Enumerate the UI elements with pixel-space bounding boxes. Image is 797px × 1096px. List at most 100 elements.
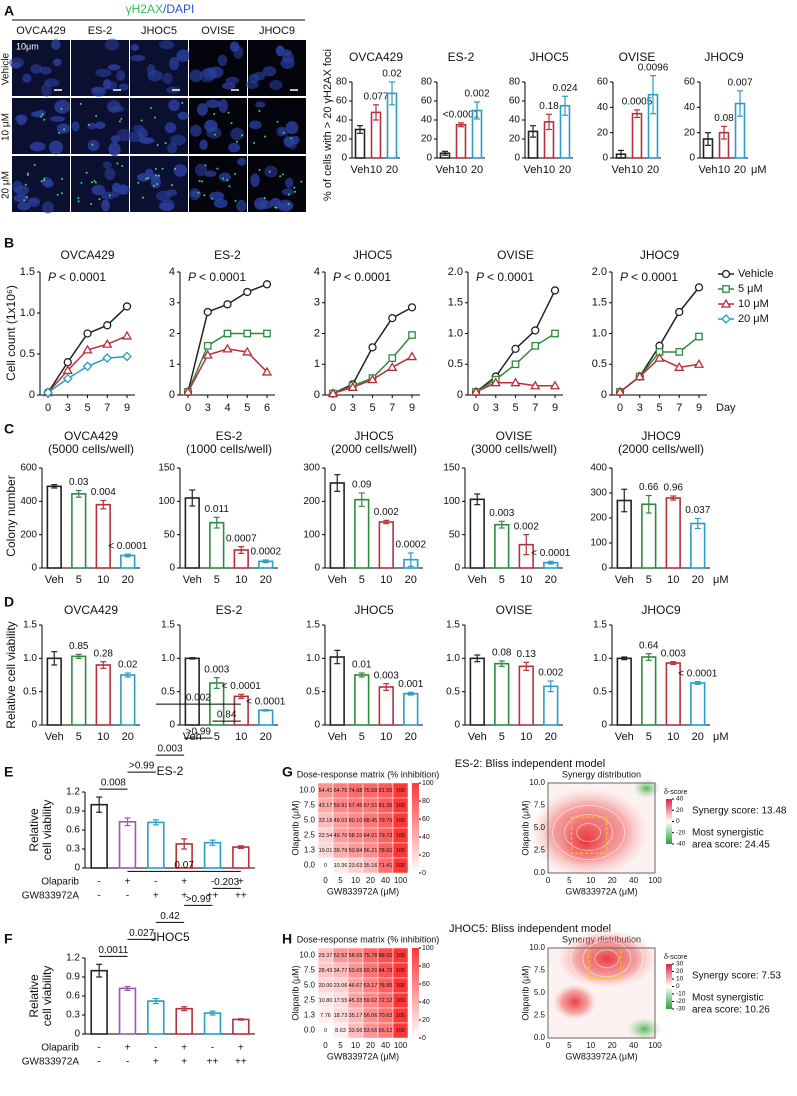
bracket-label: 0.002: [186, 693, 211, 704]
y-tick-label: 0.0: [534, 1033, 546, 1042]
x-tick-label: 5: [567, 876, 572, 885]
error-bar: [238, 546, 245, 554]
y-tick-label: 2: [169, 327, 175, 339]
cell-label: 19.01: [319, 848, 333, 854]
error-bar: [705, 132, 711, 146]
panel-label: A: [4, 3, 14, 19]
cell-label: 75.59: [364, 788, 378, 794]
micrograph: [189, 98, 247, 154]
x-tick-label: 10: [235, 731, 247, 743]
x-tick-label: 100: [648, 876, 662, 885]
p-value: 0.002: [514, 521, 539, 532]
foci: [213, 113, 216, 116]
y-tick-label: 0: [31, 563, 37, 574]
colorbar-label: 80: [422, 798, 430, 805]
p-value: 0.003: [489, 508, 514, 519]
micrograph: [188, 156, 247, 212]
y-axis-title: cell viability: [40, 800, 54, 861]
marker: [367, 374, 378, 384]
foci: [91, 143, 94, 146]
foci: [268, 170, 271, 173]
x-tick-label: Veh: [328, 731, 347, 743]
x-tick-label: 20: [608, 876, 617, 885]
nucleus: [285, 177, 294, 189]
foci: [116, 162, 119, 165]
bar: [690, 522, 706, 569]
y-tick-label: 80: [336, 77, 348, 88]
x-tick-label: Veh: [468, 574, 487, 586]
nucleus: [189, 124, 202, 137]
nucleus: [168, 99, 180, 112]
y-tick-label: 2.5: [304, 996, 316, 1005]
y-tick-label: 1.0: [20, 307, 35, 319]
nucleus: [170, 134, 186, 146]
y-tick-label: 20: [684, 127, 696, 138]
cell-label: 58.10: [349, 833, 363, 839]
y-tick-label: 1.0: [446, 653, 460, 664]
y-tick-label: 150: [443, 463, 460, 474]
group-sign: +: [125, 877, 131, 888]
foci: [87, 123, 90, 126]
nucleus: [137, 128, 148, 139]
marker: [203, 307, 212, 317]
error-bar: [96, 796, 103, 813]
x-tick-label: 20: [366, 1041, 375, 1050]
foci: [263, 197, 266, 200]
chart-subtitle: (2000 cells/well): [618, 442, 704, 456]
chart-title: OVISE: [496, 603, 533, 617]
foci: [94, 181, 97, 184]
p-symbol: P: [620, 270, 628, 284]
y-tick-label: 3: [314, 297, 320, 309]
bar: [203, 1012, 222, 1035]
error-bar: [474, 493, 481, 506]
marker: [406, 351, 418, 361]
y-tick-label: 0: [601, 389, 607, 401]
y-tick-label: 4: [169, 266, 175, 278]
foci: [226, 179, 229, 182]
foci: [276, 120, 279, 123]
error-bar: [51, 484, 58, 489]
chart-title: ES-2: [216, 429, 243, 443]
marker: [674, 362, 685, 371]
bar: [494, 662, 510, 726]
y-tick-label: 4: [314, 266, 320, 278]
error-bar: [389, 81, 395, 106]
chart-title: JHOC5: [150, 930, 190, 944]
nucleus: [107, 64, 121, 71]
p-value: < 0.0001: [246, 696, 286, 707]
nucleus: [218, 99, 229, 114]
colorbar-label: 40: [422, 999, 430, 1006]
bar: [147, 1000, 165, 1035]
colorbar-label: 60: [422, 816, 430, 823]
y-tick-label: 0.5: [448, 358, 463, 370]
error-bar: [262, 559, 269, 564]
micrograph: [245, 40, 306, 96]
bar: [403, 692, 419, 726]
bar: [147, 821, 165, 869]
y-tick-label: 3: [169, 297, 175, 309]
foci: [213, 133, 216, 136]
x-tick-label: 5: [359, 731, 365, 743]
error-bar: [547, 560, 554, 565]
foci: [58, 132, 61, 135]
colorbar-label: 100: [422, 780, 434, 787]
foci: [43, 177, 46, 180]
foci: [230, 122, 233, 125]
cell-label: 100: [396, 788, 405, 794]
y-tick-label: 50: [164, 529, 176, 540]
cell-label: 56.21: [364, 848, 378, 854]
nucleus: [199, 139, 208, 151]
error-bar: [407, 691, 414, 696]
p-value: 0.002: [538, 668, 563, 679]
column-label: ES-2: [88, 25, 112, 37]
synergy-blob: [626, 1017, 663, 1041]
panel-label: G: [282, 764, 293, 780]
marker: [721, 314, 731, 324]
y-tick-label: 1.5: [593, 620, 607, 631]
colorbar-label: 60: [422, 981, 430, 988]
foci: [281, 173, 284, 176]
x-tick-label: Veh: [328, 574, 347, 586]
y-tick-label: 0.5: [23, 686, 37, 697]
error-bar: [237, 1018, 244, 1021]
y-tick-label: 0: [457, 389, 463, 401]
